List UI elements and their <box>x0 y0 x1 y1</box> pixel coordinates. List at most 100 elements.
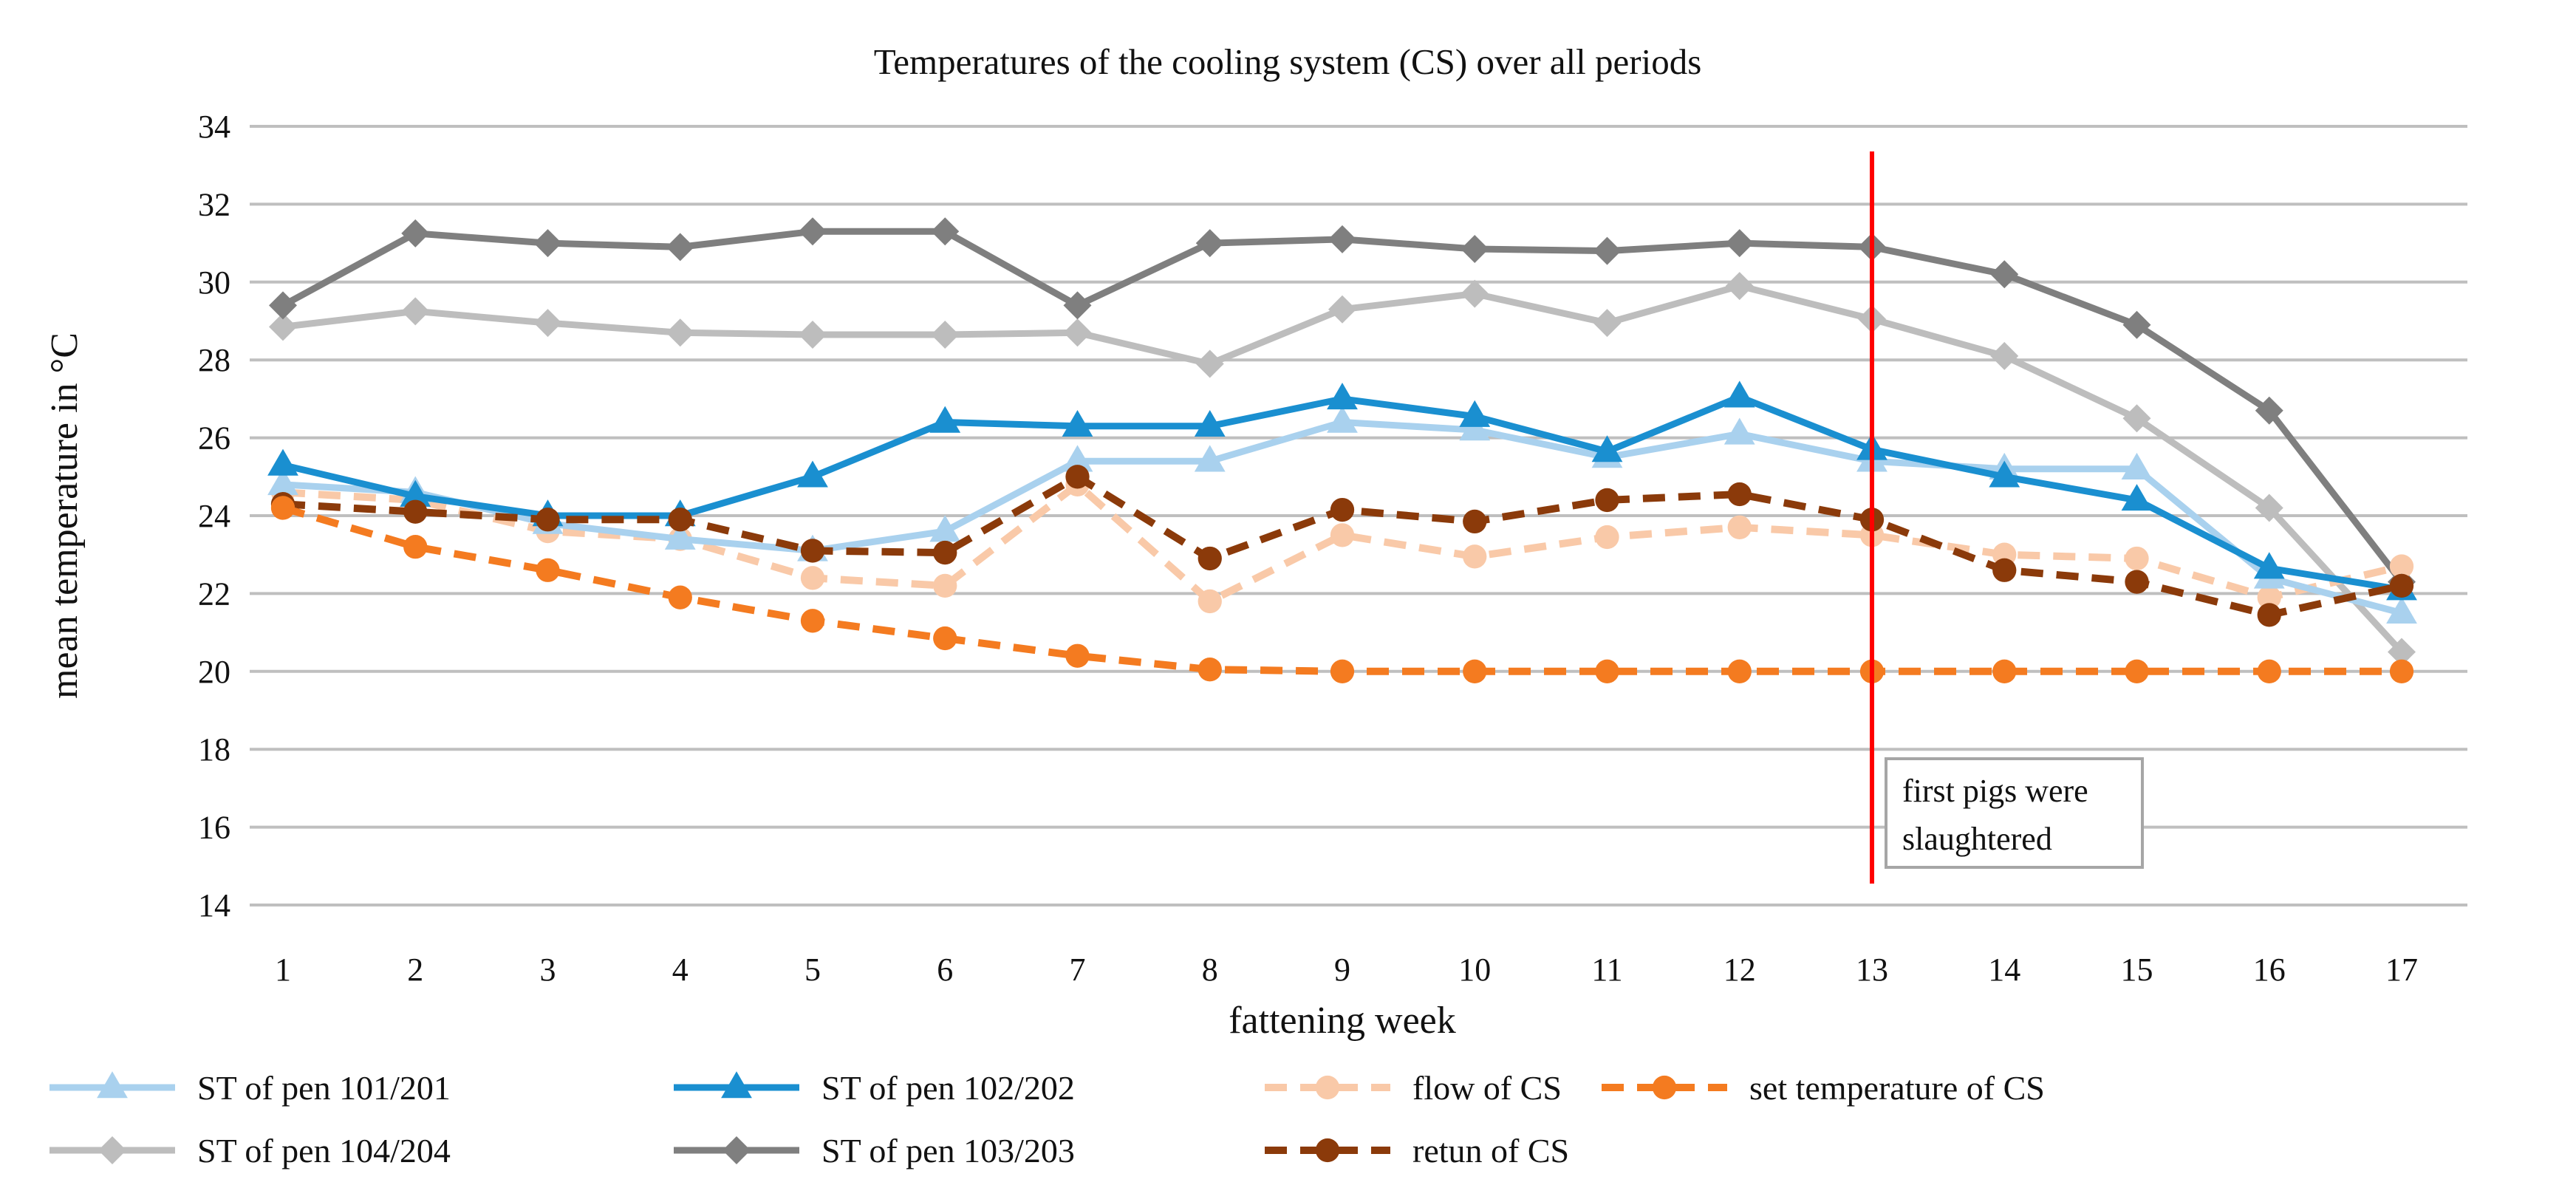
data-point <box>1195 229 1224 258</box>
data-point <box>929 406 961 433</box>
data-point <box>536 558 560 582</box>
series-retun-of-cs <box>270 465 2414 627</box>
data-point <box>1725 272 1754 301</box>
x-axis-label: fattening week <box>1229 1000 1456 1042</box>
legend-label: ST of pen 102/202 <box>821 1069 1075 1107</box>
x-tick-label: 8 <box>1202 952 1218 988</box>
data-point <box>2121 452 2153 480</box>
annotation-line-2: slaughtered <box>1902 821 2052 857</box>
data-point <box>1989 460 2020 488</box>
legend-marker <box>1315 1138 1340 1163</box>
data-point <box>533 309 562 338</box>
data-point <box>1330 523 1355 547</box>
data-point <box>2125 570 2149 594</box>
data-point <box>2389 659 2414 683</box>
data-point <box>1595 525 1619 550</box>
data-point <box>1328 225 1356 253</box>
legend-label: retun of CS <box>1412 1132 1569 1169</box>
data-point <box>1727 482 1752 507</box>
x-tick-label: 3 <box>540 952 556 988</box>
data-point <box>1723 417 1755 445</box>
legend-item: ST of pen 102/202 <box>674 1069 1075 1107</box>
data-point <box>2389 573 2414 598</box>
y-tick-label: 32 <box>198 186 230 222</box>
x-tick-label: 11 <box>1591 952 1622 988</box>
x-tick-label: 7 <box>1070 952 1086 988</box>
data-point <box>933 573 957 598</box>
y-tick-label: 30 <box>198 264 230 301</box>
legend-item: ST of pen 101/201 <box>49 1069 451 1107</box>
data-point <box>1062 409 1093 437</box>
data-point <box>1328 295 1356 324</box>
data-point <box>664 522 696 550</box>
data-point <box>401 297 430 326</box>
legend-label: ST of pen 101/201 <box>197 1069 451 1107</box>
annotation-line-1: first pigs were <box>1902 773 2088 809</box>
data-point <box>1723 380 1755 408</box>
data-point <box>1459 414 1491 441</box>
data-point <box>1459 400 1491 427</box>
legend-item: ST of pen 103/203 <box>674 1132 1075 1169</box>
y-tick-label: 34 <box>198 109 230 145</box>
data-point <box>1327 406 1358 433</box>
y-tick-label: 22 <box>198 576 230 612</box>
data-point <box>270 496 295 520</box>
data-point <box>1198 546 1222 571</box>
data-point <box>2257 585 2281 609</box>
y-axis-label: mean temperature in °C <box>44 332 86 699</box>
data-point <box>1595 488 1619 513</box>
y-tick-label: 24 <box>198 498 230 534</box>
data-point <box>400 479 431 507</box>
data-point <box>800 609 825 633</box>
data-point <box>1990 341 2019 370</box>
legend-label: set temperature of CS <box>1749 1069 2045 1107</box>
legend-marker <box>1652 1075 1677 1100</box>
data-point <box>2125 659 2149 683</box>
x-tick-label: 14 <box>1988 952 2020 988</box>
x-tick-label: 16 <box>2253 952 2286 988</box>
y-tick-label: 28 <box>198 342 230 378</box>
x-tick-label: 2 <box>407 952 423 988</box>
data-point <box>2255 396 2283 425</box>
data-point <box>533 229 562 258</box>
data-point <box>269 291 297 320</box>
series-st-of-pen-104-204 <box>269 272 2416 666</box>
legend-marker <box>97 1071 128 1099</box>
data-point <box>2257 603 2281 627</box>
legend-label: ST of pen 104/204 <box>197 1132 451 1169</box>
data-point <box>933 626 957 651</box>
data-point <box>269 313 297 341</box>
data-point <box>1195 349 1224 378</box>
x-tick-label: 17 <box>2385 952 2418 988</box>
data-point <box>1990 260 2019 289</box>
legend-marker <box>1315 1075 1340 1100</box>
x-tick-label: 9 <box>1334 952 1350 988</box>
x-tick-label: 15 <box>2121 952 2153 988</box>
y-tick-label: 26 <box>198 420 230 457</box>
x-tick-label: 13 <box>1856 952 1888 988</box>
data-point <box>933 540 957 565</box>
legend-marker <box>722 1136 751 1164</box>
data-point <box>267 468 298 496</box>
data-point <box>1460 235 1489 264</box>
x-tick-label: 6 <box>937 952 953 988</box>
x-tick-label: 10 <box>1458 952 1491 988</box>
data-point <box>2389 554 2414 578</box>
data-point <box>1330 497 1355 522</box>
data-point <box>1595 659 1619 683</box>
data-point <box>800 539 825 563</box>
legend-marker <box>721 1071 752 1099</box>
data-point <box>797 460 828 488</box>
data-point <box>931 217 960 246</box>
data-point <box>403 499 428 524</box>
data-point <box>1330 659 1355 683</box>
data-point <box>799 217 827 246</box>
data-point <box>1194 445 1226 472</box>
data-point <box>2122 404 2151 433</box>
data-point <box>931 320 960 349</box>
data-point <box>536 508 560 532</box>
data-point <box>1727 659 1752 683</box>
data-point <box>668 585 692 609</box>
data-point <box>1463 544 1487 569</box>
chart-title: Temperatures of the cooling system (CS) … <box>874 41 1702 82</box>
